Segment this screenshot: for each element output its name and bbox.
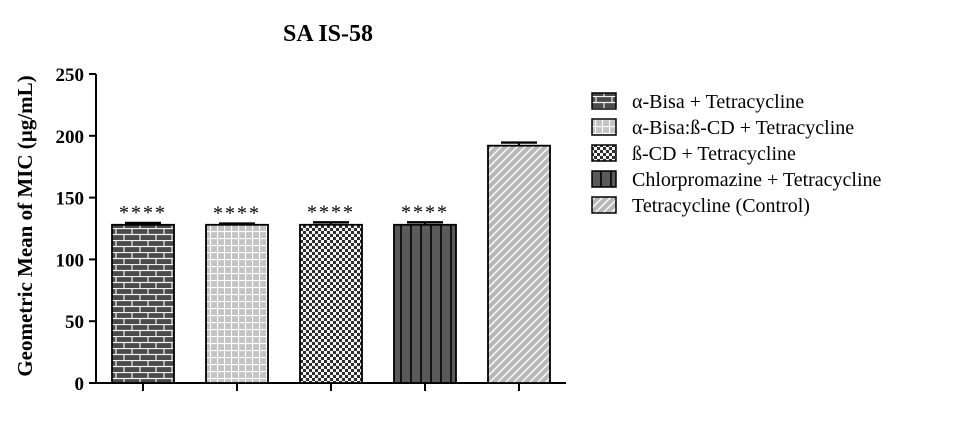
legend-item: Tetracycline (Control) [591,195,810,217]
bar [393,223,457,384]
bar-group: **** [393,201,457,384]
bar-group: **** [111,202,175,384]
bar-group [487,141,551,384]
legend: α-Bisa + Tetracycline α-Bisa:ß-CD + Tetra… [591,91,882,217]
bar [205,223,269,384]
y-tick-label: 150 [56,189,85,210]
chart-title: SA IS-58 [283,21,373,47]
legend-label: ß-CD + Tetracycline [632,143,796,165]
legend-item: α-Bisa + Tetracycline [591,91,804,113]
legend-label: Chlorpromazine + Tetracycline [632,169,882,191]
significance-label: **** [213,203,261,225]
bar-group: **** [205,203,269,384]
legend-swatch [591,118,617,136]
bar [111,223,175,384]
y-axis-label: Geometric Mean of MIC (µg/mL) [13,75,37,376]
y-tick-label: 0 [75,374,85,395]
legend-swatch [591,144,617,162]
x-axis [96,382,566,391]
legend-label: Tetracycline (Control) [632,195,810,217]
significance-label: **** [307,201,355,223]
bars: **** **** **** **** [111,141,551,384]
y-tick-label: 50 [65,312,84,333]
bar [487,144,551,384]
legend-item: ß-CD + Tetracycline [591,143,796,165]
legend-item: α-Bisa:ß-CD + Tetracycline [591,117,854,139]
legend-item: Chlorpromazine + Tetracycline [591,169,882,191]
y-tick-label: 250 [56,65,85,86]
legend-label: α-Bisa:ß-CD + Tetracycline [632,117,854,139]
y-tick-label: 100 [56,250,85,271]
legend-swatch [591,92,617,110]
y-axis: 0 50 100 150 200 250 [56,65,97,395]
significance-label: **** [401,201,449,223]
significance-label: **** [119,202,167,224]
bar [299,223,363,384]
bar-group: **** [299,201,363,384]
legend-label: α-Bisa + Tetracycline [632,91,804,113]
legend-swatch [591,170,617,188]
y-tick-label: 200 [56,127,85,148]
legend-swatch [591,196,617,214]
